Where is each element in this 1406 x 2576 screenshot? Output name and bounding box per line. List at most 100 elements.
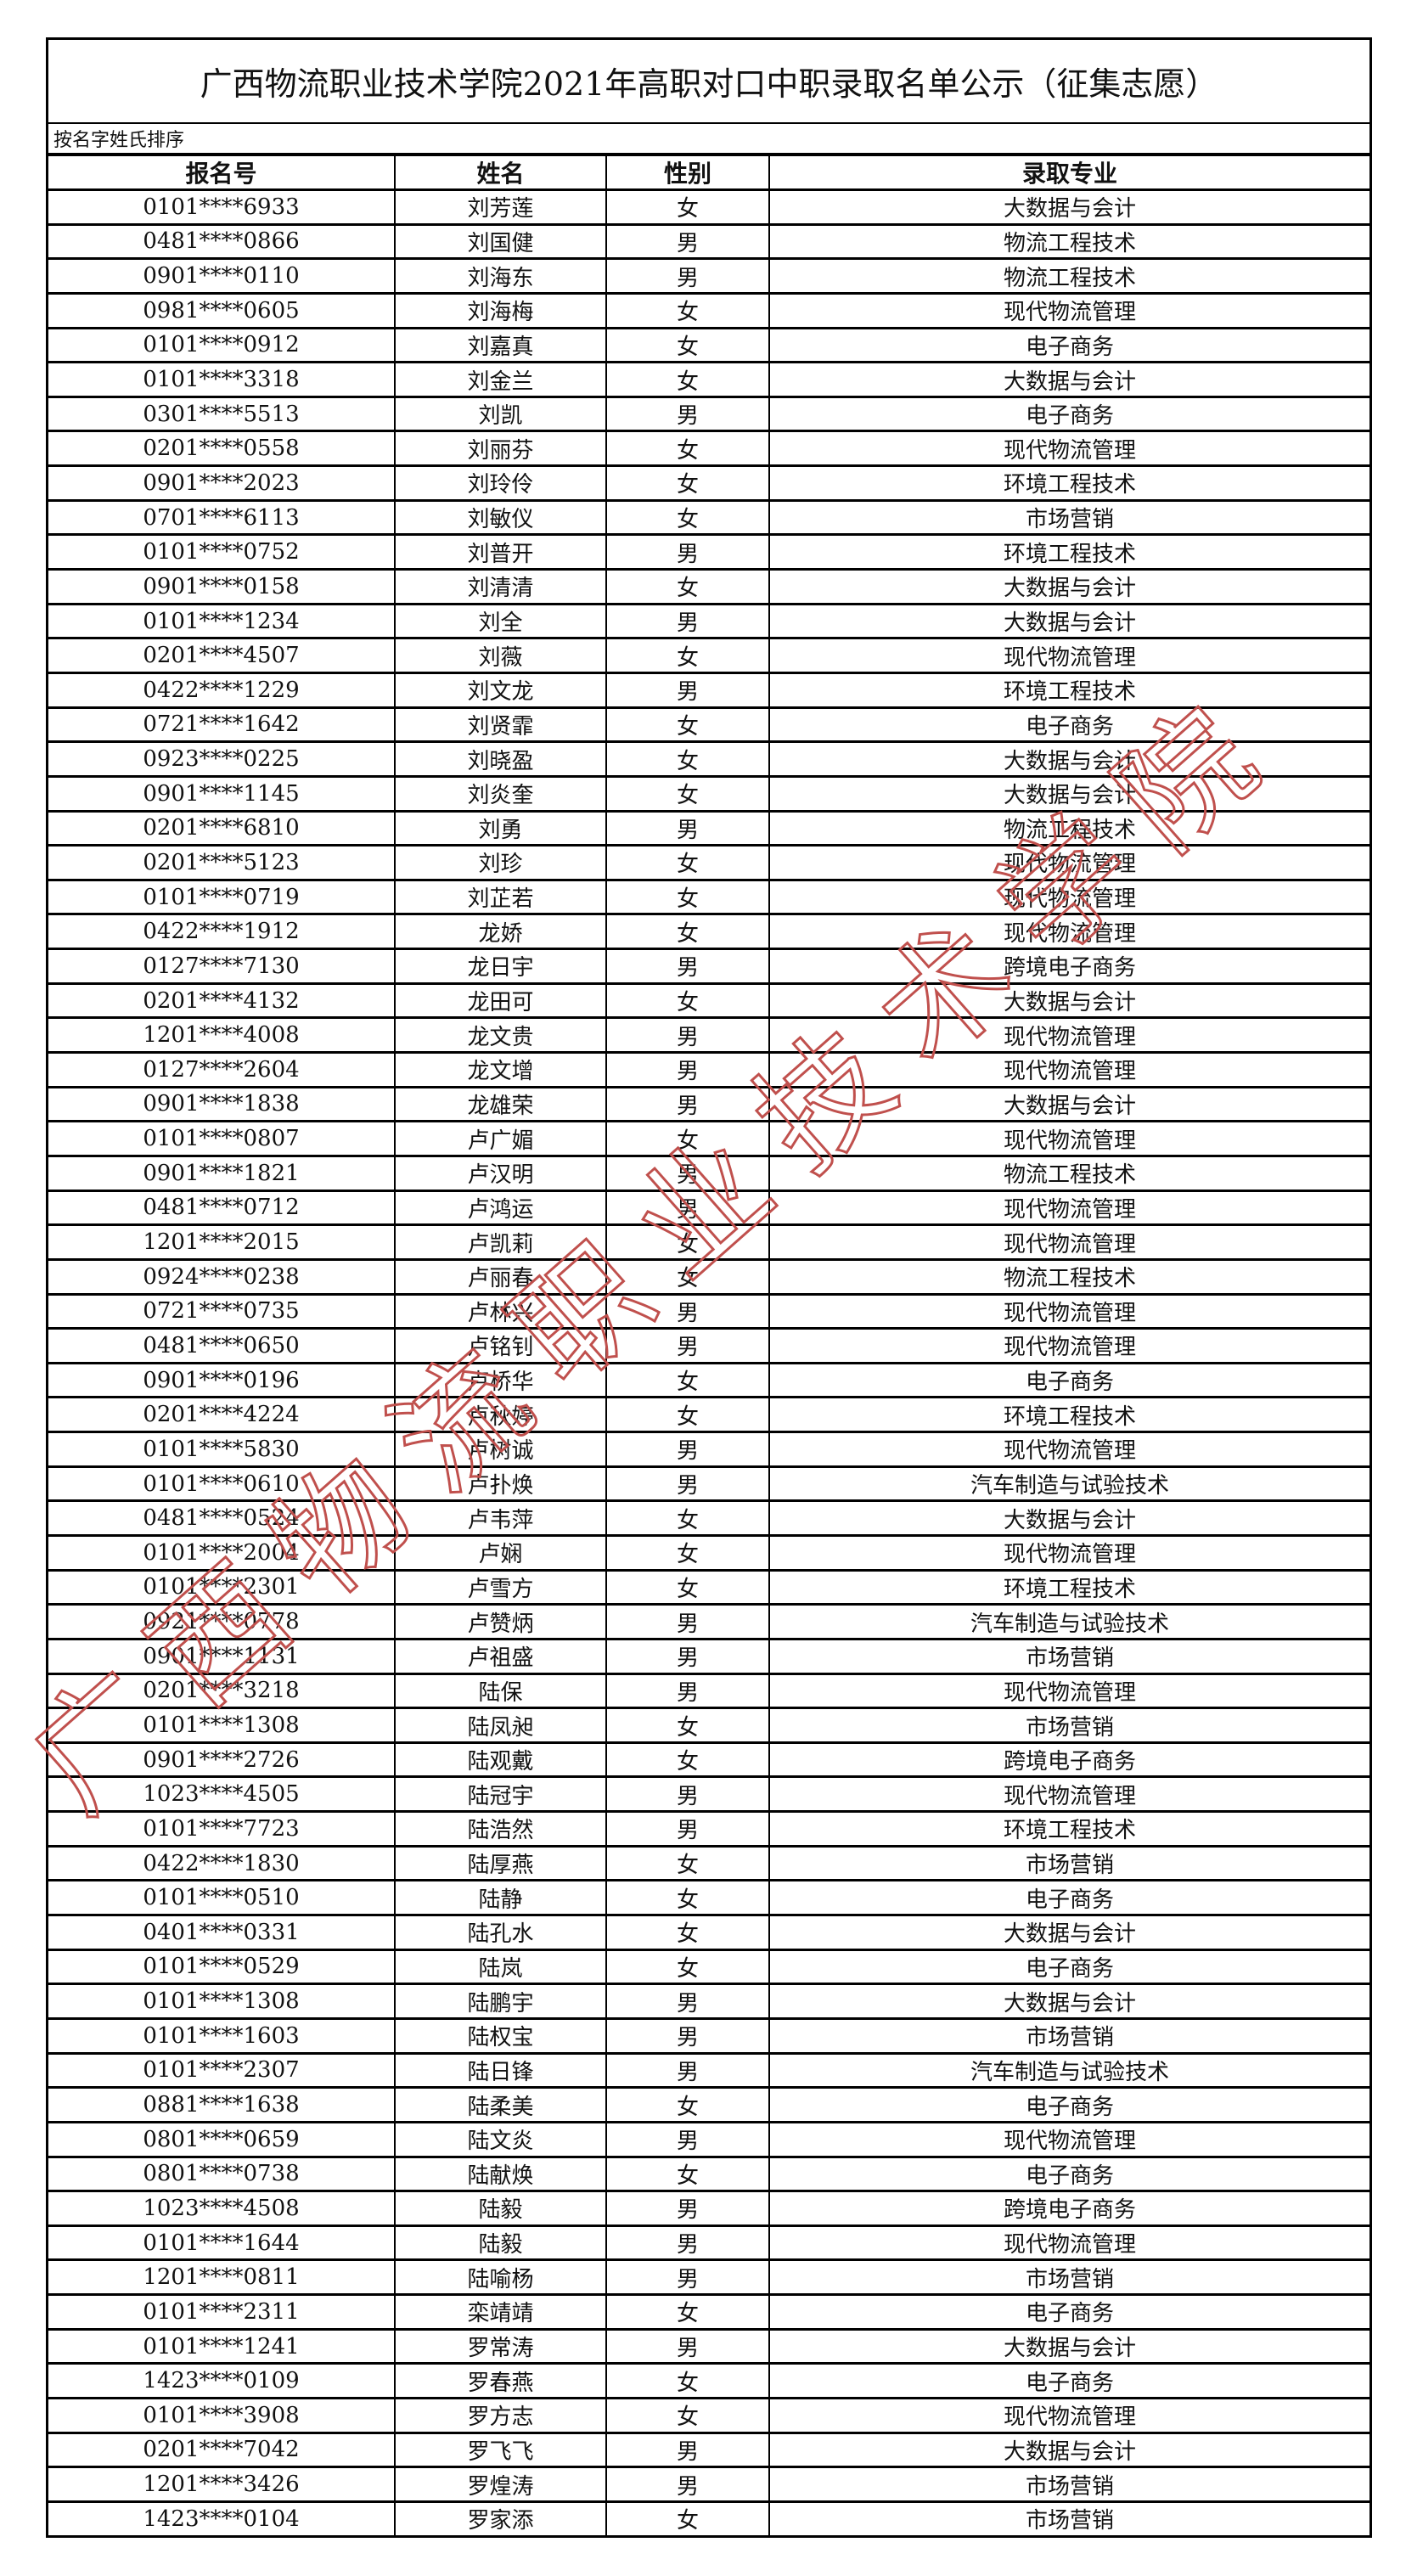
table-row: 0101****2004 卢娴女 现代物流管理 (48, 1536, 1369, 1572)
major-cell: 现代物流管理 (1003, 300, 1136, 326)
registration-no-cell: 0101****1241 (48, 2330, 396, 2363)
major-cell: 现代物流管理 (1003, 1024, 1136, 1050)
name-cell: 罗春燕 (396, 2365, 607, 2397)
table-row: 0422****1830 陆厚燕女 市场营销 (48, 1847, 1369, 1882)
gender-cell: 男 (607, 1606, 770, 1638)
table-row: 0422****1912 龙娇女 现代物流管理 (48, 915, 1369, 951)
table-row: 0101****1234 刘全男 大数据与会计 (48, 605, 1369, 640)
registration-no-cell: 0101****3318 (48, 363, 396, 396)
gender-cell: 女 (607, 1364, 770, 1397)
table-row: 0101****0510 陆静女 电子商务 (48, 1881, 1369, 1917)
name-cell: 刘普开 (396, 536, 607, 569)
major-cell: 跨境电子商务 (1003, 1749, 1136, 1775)
gender-cell: 男 (607, 1674, 770, 1707)
name-cell: 卢赞炳 (396, 1606, 607, 1638)
gender-cell: 女 (607, 329, 770, 362)
major-cell: 市场营销 (1025, 1714, 1114, 1741)
gender-cell: 女 (607, 2365, 770, 2397)
major-cell: 物流工程技术 (1003, 1266, 1136, 1292)
table-row: 0101****3908 罗方志女 现代物流管理 (48, 2399, 1369, 2434)
major-cell: 现代物流管理 (1003, 1128, 1136, 1154)
registration-no-cell: 0101****1308 (48, 1985, 396, 2017)
table-row: 0101****6933 刘芳莲女 大数据与会计 (48, 191, 1369, 226)
table-row: 0924****0238 卢丽春女 物流工程技术 (48, 1260, 1369, 1296)
major-cell: 物流工程技术 (1003, 817, 1136, 843)
major-cell: 大数据与会计 (1003, 576, 1136, 602)
page-title: 广西物流职业技术学院2021年高职对口中职录取名单公示（征集志愿） (48, 40, 1369, 124)
name-cell: 陆鹏宇 (396, 1985, 607, 2017)
registration-no-cell: 0901****0158 (48, 571, 396, 603)
name-cell: 刘海梅 (396, 294, 607, 327)
major-cell: 大数据与会计 (1003, 748, 1136, 774)
major-cell: 汽车制造与试验技术 (970, 1473, 1169, 1499)
registration-no-cell: 0101****0752 (48, 536, 396, 569)
major-cell: 环境工程技术 (1003, 472, 1136, 498)
name-cell: 陆观戴 (396, 1743, 607, 1776)
table-row: 0201****0558 刘丽芬女 现代物流管理 (48, 432, 1369, 468)
gender-cell: 女 (607, 639, 770, 672)
table-row: 0901****0110 刘海东男 物流工程技术 (48, 260, 1369, 295)
major-cell: 物流工程技术 (1003, 1162, 1136, 1189)
registration-no-cell: 0481****0650 (48, 1330, 396, 1362)
name-cell: 卢桥华 (396, 1364, 607, 1397)
gender-cell: 男 (607, 260, 770, 292)
registration-no-cell: 0101****6933 (48, 191, 396, 223)
name-cell: 卢扑焕 (396, 1467, 607, 1500)
major-cell: 现代物流管理 (1003, 1335, 1136, 1361)
registration-no-cell: 1201****0811 (48, 2261, 396, 2294)
table-row: 0201****4507 刘薇女 现代物流管理 (48, 639, 1369, 674)
name-cell: 陆浩然 (396, 1813, 607, 1845)
table-row: 0901****1821 卢汉明男 物流工程技术 (48, 1156, 1369, 1192)
gender-cell: 女 (607, 777, 770, 810)
table-row: 0101****0529 陆岚女 电子商务 (48, 1950, 1369, 1986)
major-cell: 现代物流管理 (1003, 2232, 1136, 2258)
major-cell: 电子商务 (1025, 2094, 1114, 2120)
registration-no-cell: 0201****3218 (48, 1674, 396, 1707)
gender-cell: 女 (607, 1709, 770, 1741)
major-cell: 环境工程技术 (1003, 1576, 1136, 1602)
major-cell: 环境工程技术 (1003, 1818, 1136, 1844)
table-row: 0901****1838 龙雄荣男 大数据与会计 (48, 1088, 1369, 1123)
gender-cell: 女 (607, 2399, 770, 2432)
table-row: 1201****4008 龙文贵男 现代物流管理 (48, 1019, 1369, 1055)
name-cell: 陆厚燕 (396, 1847, 607, 1880)
name-cell: 刘嘉真 (396, 329, 607, 362)
table-row: 0201****6810 刘勇男 物流工程技术 (48, 812, 1369, 847)
gender-cell: 女 (607, 467, 770, 499)
admission-list-sheet: 广西物流职业技术学院2021年高职对口中职录取名单公示（征集志愿） 按名字姓氏排… (46, 37, 1372, 2538)
major-cell: 现代物流管理 (1003, 437, 1136, 464)
table-row: 0481****0866 刘国健男 物流工程技术 (48, 225, 1369, 261)
gender-cell: 女 (607, 1847, 770, 1880)
table-row: 0801****0738 陆献焕女 电子商务 (48, 2157, 1369, 2193)
registration-no-cell: 0901****1145 (48, 777, 396, 810)
table-row: 0401****0331 陆孔水女 大数据与会计 (48, 1916, 1369, 1951)
registration-no-cell: 0801****0738 (48, 2157, 396, 2191)
name-cell: 卢凯莉 (396, 1226, 607, 1258)
gender-cell: 女 (607, 1916, 770, 1949)
registration-no-cell: 0901****1131 (48, 1640, 396, 1673)
table-row: 0101****1308 陆鹏宇男 大数据与会计 (48, 1985, 1369, 2020)
gender-cell: 女 (607, 191, 770, 223)
table-row: 0101****2307 陆日锋男 汽车制造与试验技术 (48, 2054, 1369, 2089)
registration-no-cell: 0924****0238 (48, 1260, 396, 1293)
gender-cell: 男 (607, 1191, 770, 1224)
name-cell: 陆孔水 (396, 1916, 607, 1949)
name-cell: 刘全 (396, 605, 607, 638)
name-cell: 卢树诚 (396, 1433, 607, 1465)
table-row: 0701****6113 刘敏仪女 市场营销 (48, 501, 1369, 537)
name-cell: 栾靖靖 (396, 2296, 607, 2328)
gender-cell: 女 (607, 1122, 770, 1155)
name-cell: 罗家添 (396, 2502, 607, 2535)
registration-no-cell: 1423****0104 (48, 2502, 396, 2535)
name-cell: 陆保 (396, 1674, 607, 1707)
table-row: 0127****2604 龙文增男 现代物流管理 (48, 1054, 1369, 1088)
table-row: 0901****1131 卢祖盛男 市场营销 (48, 1640, 1369, 1675)
table-row: 1023****4505 陆冠宇男 现代物流管理 (48, 1778, 1369, 1814)
table-row: 0481****0650 卢铭钊男 现代物流管理 (48, 1330, 1369, 1364)
gender-cell: 男 (607, 1019, 770, 1052)
registration-no-cell: 0101****0510 (48, 1881, 396, 1915)
table-row: 0101****0719 刘芷若女 现代物流管理 (48, 880, 1369, 916)
name-cell: 刘凯 (396, 397, 607, 430)
gender-cell: 女 (607, 880, 770, 914)
registration-no-cell: 0101****1603 (48, 2019, 396, 2052)
